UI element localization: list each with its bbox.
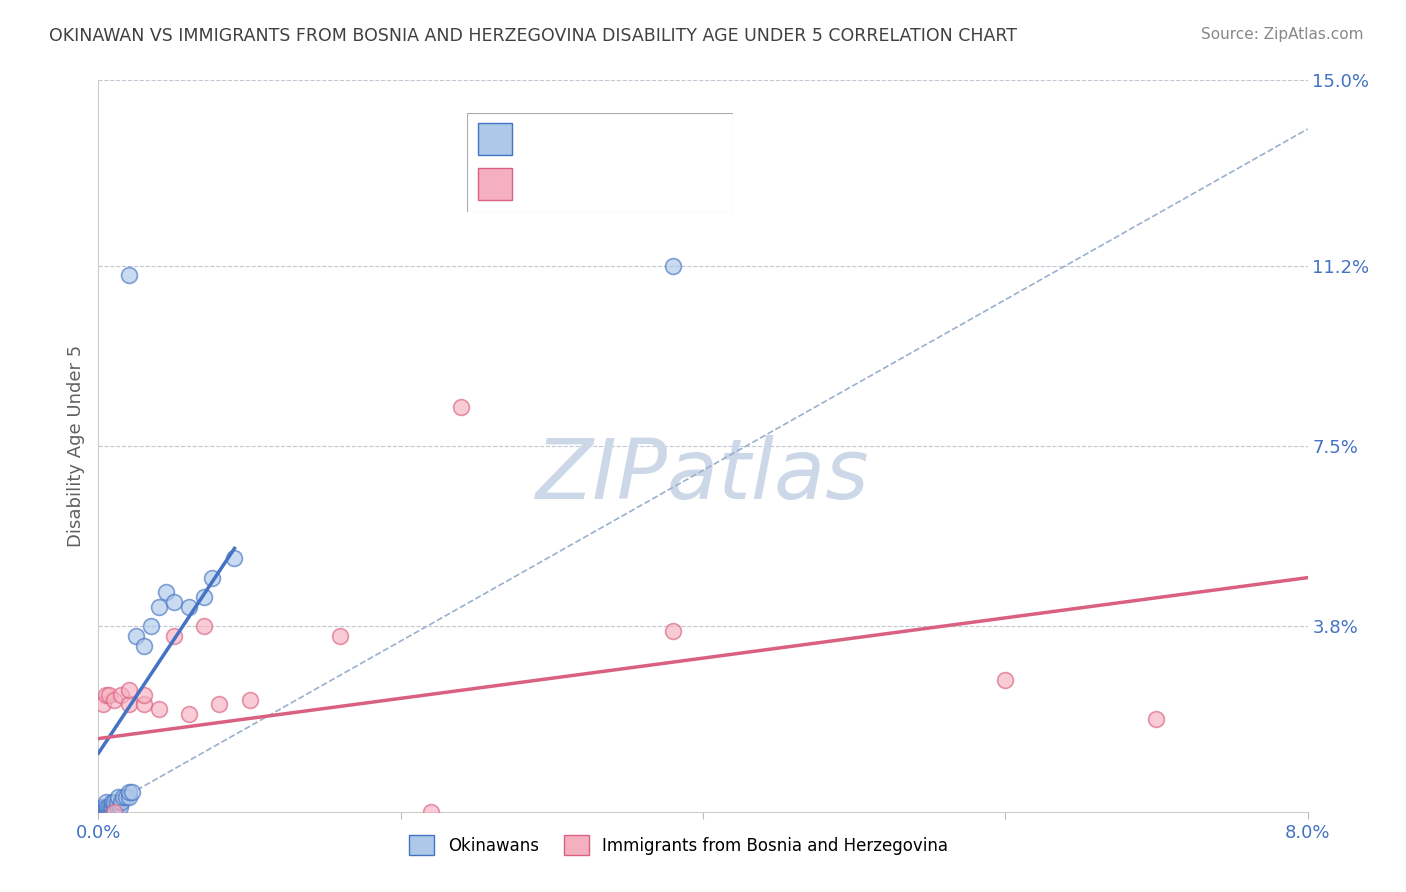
Point	[94, 688, 117, 702]
Point	[141, 619, 163, 633]
Point	[148, 599, 170, 614]
Point	[420, 805, 443, 819]
Point	[179, 599, 201, 614]
Point	[450, 400, 472, 414]
Point	[94, 800, 117, 814]
Point	[110, 795, 132, 809]
Point	[93, 800, 115, 814]
Point	[103, 795, 125, 809]
Point	[329, 629, 352, 643]
Point	[661, 624, 683, 639]
Point	[121, 785, 143, 799]
Text: OKINAWAN VS IMMIGRANTS FROM BOSNIA AND HERZEGOVINA DISABILITY AGE UNDER 5 CORREL: OKINAWAN VS IMMIGRANTS FROM BOSNIA AND H…	[49, 27, 1017, 45]
Point	[91, 698, 114, 712]
Point	[91, 805, 114, 819]
Point	[224, 551, 246, 566]
Point	[105, 800, 128, 814]
Point	[179, 707, 201, 722]
Point	[96, 805, 118, 819]
Point	[193, 590, 215, 604]
Point	[90, 802, 112, 816]
Point	[132, 698, 155, 712]
Point	[100, 805, 122, 819]
Legend: Okinawans, Immigrants from Bosnia and Herzegovina: Okinawans, Immigrants from Bosnia and He…	[402, 829, 955, 862]
Point	[103, 692, 125, 706]
Point	[132, 688, 155, 702]
Point	[118, 698, 141, 712]
Point	[100, 800, 122, 814]
Point	[155, 585, 177, 599]
Point	[163, 629, 186, 643]
Point	[103, 805, 125, 819]
Point	[208, 698, 231, 712]
Point	[98, 800, 121, 814]
Point	[98, 805, 121, 819]
Point	[118, 268, 141, 283]
Point	[96, 800, 118, 814]
Point	[661, 259, 683, 273]
Y-axis label: Disability Age Under 5: Disability Age Under 5	[66, 345, 84, 547]
Point	[201, 571, 224, 585]
Point	[239, 692, 262, 706]
Point	[107, 790, 129, 805]
Point	[103, 805, 125, 819]
Point	[93, 805, 115, 819]
Point	[111, 790, 134, 805]
Point	[148, 702, 170, 716]
Point	[98, 688, 121, 702]
Point	[118, 785, 141, 799]
Point	[94, 805, 117, 819]
Point	[118, 682, 141, 697]
Point	[110, 688, 132, 702]
Point	[103, 800, 125, 814]
Text: Source: ZipAtlas.com: Source: ZipAtlas.com	[1201, 27, 1364, 42]
Point	[193, 619, 215, 633]
Point	[108, 800, 131, 814]
Text: ZIPatlas: ZIPatlas	[536, 434, 870, 516]
Point	[994, 673, 1017, 687]
Point	[163, 595, 186, 609]
Point	[91, 800, 114, 814]
Point	[105, 795, 128, 809]
Point	[132, 639, 155, 653]
Point	[101, 795, 124, 809]
Point	[1146, 712, 1168, 726]
Point	[101, 800, 124, 814]
Point	[90, 805, 112, 819]
Point	[114, 790, 136, 805]
Point	[118, 790, 141, 805]
Point	[94, 795, 117, 809]
Point	[125, 629, 148, 643]
